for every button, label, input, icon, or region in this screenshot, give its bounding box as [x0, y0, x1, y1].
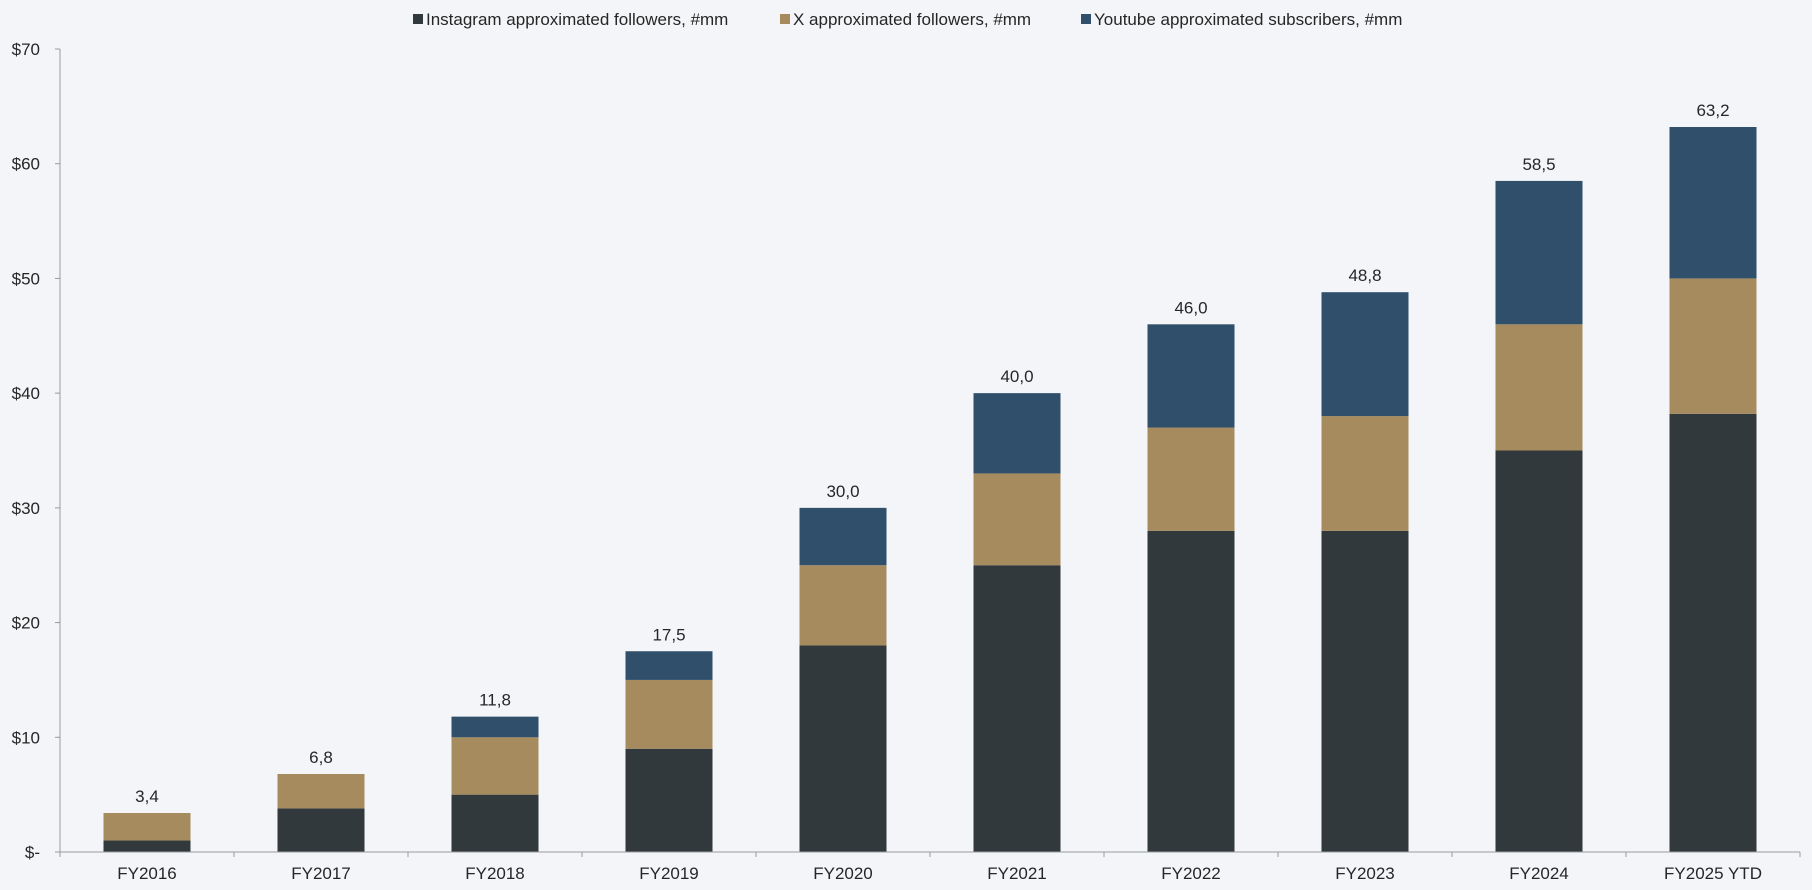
x-tick-label: FY2019 [639, 864, 699, 883]
y-tick-label: $20 [12, 614, 40, 633]
total-label: 11,8 [479, 691, 511, 710]
chart-legend: Instagram approximated followers, #mm X a… [413, 10, 1402, 29]
bar-segment [451, 716, 539, 738]
total-label: 3,4 [135, 787, 159, 806]
legend-label: Instagram approximated followers, #mm [426, 10, 728, 29]
x-tick-label: FY2016 [117, 864, 177, 883]
bar-segment [625, 679, 713, 749]
legend-swatch [413, 14, 423, 24]
total-label: 46,0 [1174, 298, 1207, 317]
x-axis: FY2016 FY2017 FY2018 FY2019 FY2020 FY2021 FY20… [59, 851, 1801, 883]
bar-segment [103, 840, 191, 852]
bar-segment [1669, 127, 1757, 279]
y-tick-label: $60 [12, 155, 40, 174]
bar-segment [1147, 530, 1235, 852]
x-tick-label: FY2024 [1509, 864, 1569, 883]
bar-segment [799, 645, 887, 852]
bar-segment [1669, 413, 1757, 852]
total-label: 48,8 [1348, 266, 1381, 285]
total-label: 58,5 [1522, 155, 1555, 174]
x-tick-label: FY2022 [1161, 864, 1221, 883]
bar-segment [277, 808, 365, 852]
bar-segment [277, 773, 365, 809]
y-tick-label: $40 [12, 384, 40, 403]
x-tick-label: FY2020 [813, 864, 873, 883]
legend-label: X approximated followers, #mm [793, 10, 1031, 29]
x-tick-label: FY2021 [987, 864, 1047, 883]
bar-segment [451, 794, 539, 852]
bar-segment [799, 507, 887, 566]
legend-swatch [780, 14, 790, 24]
total-label: 17,5 [652, 625, 685, 644]
total-labels: 3,4 6,8 11,8 17,5 30,0 40,0 46,0 48,8 58,5 63,2 [135, 101, 1729, 806]
bar-segment [625, 651, 713, 680]
bar-segment [1321, 292, 1409, 417]
y-tick-label: $70 [12, 40, 40, 59]
y-tick-label: $10 [12, 728, 40, 747]
total-label: 30,0 [826, 482, 859, 501]
bar-segment [973, 393, 1061, 474]
x-tick-label: FY2018 [465, 864, 525, 883]
legend-swatch [1081, 14, 1091, 24]
bar-segment [1321, 530, 1409, 852]
bar-segment [973, 565, 1061, 852]
total-label: 63,2 [1696, 101, 1729, 120]
legend-label: Youtube approximated subscribers, #mm [1094, 10, 1402, 29]
x-tick-label: FY2023 [1335, 864, 1395, 883]
y-tick-label: $30 [12, 499, 40, 518]
x-tick-label: FY2017 [291, 864, 351, 883]
bar-segment [625, 748, 713, 852]
bar-segment [1321, 416, 1409, 531]
x-tick-label: FY2025 YTD [1664, 864, 1762, 883]
bar-segment [973, 473, 1061, 566]
bar-segment [451, 737, 539, 795]
bar-segment [1495, 450, 1583, 852]
total-label: 40,0 [1000, 367, 1033, 386]
bar-segment [1147, 427, 1235, 531]
y-tick-label: $- [25, 843, 40, 862]
bar-segment [799, 565, 887, 646]
bars-group [103, 127, 1757, 852]
bar-segment [1495, 324, 1583, 451]
bar-segment [103, 812, 191, 841]
bar-segment [1147, 324, 1235, 428]
bar-segment [1669, 278, 1757, 414]
y-axis: $- $10 $20 $30 $40 $50 $60 $70 [12, 40, 61, 862]
y-tick-label: $50 [12, 269, 40, 288]
bar-segment [1495, 180, 1583, 325]
total-label: 6,8 [309, 748, 333, 767]
